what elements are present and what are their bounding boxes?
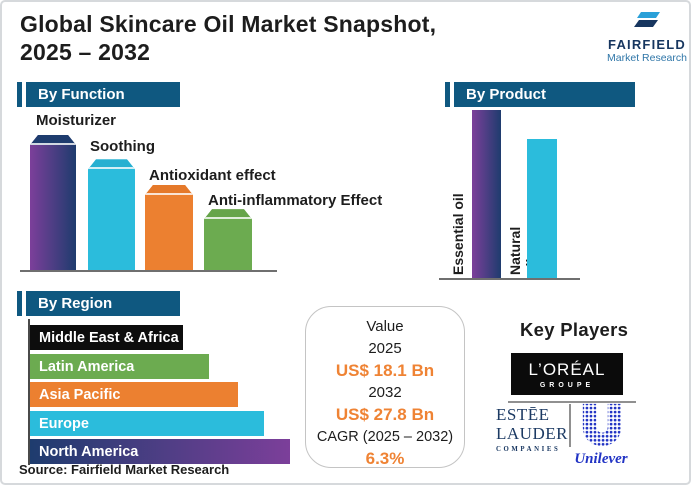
loreal-logo-name: L’ORÉAL xyxy=(528,359,606,379)
bar-essential-oil xyxy=(472,110,501,279)
section-header-by-function: By Function xyxy=(17,82,180,107)
page-title-line1: Global Skincare Oil Market Snapshot, xyxy=(20,11,437,37)
cagr-value: 6.3% xyxy=(365,449,405,468)
bar-label-moisturizer: Moisturizer xyxy=(36,112,117,129)
bar-cap xyxy=(145,185,193,195)
loreal-logo: L’ORÉAL GROUPE xyxy=(511,353,623,395)
estee-logo-line3: COMPANIES xyxy=(496,446,561,453)
bar-cap xyxy=(204,209,252,219)
bar-asia-pacific: Asia Pacific xyxy=(30,382,238,407)
fairfield-flag-icon xyxy=(632,12,662,35)
bar-label: Middle East & Africa xyxy=(39,329,179,346)
header-label: By Product xyxy=(454,82,635,107)
key-players-vertical-divider xyxy=(569,404,571,447)
bar-label: Asia Pacific xyxy=(39,386,121,403)
bar-label: North America xyxy=(39,443,139,460)
header-label: By Function xyxy=(26,82,180,107)
by-product-chart xyxy=(472,110,558,279)
market-value-box: Value 2025 US$ 18.1 Bn 2032 US$ 27.8 Bn … xyxy=(305,306,465,468)
bar-natural-oil xyxy=(527,138,557,279)
fairfield-logo: FAIRFIELD Market Research xyxy=(606,11,688,64)
key-players-horizontal-divider xyxy=(508,401,636,403)
bar-label-anti-inflammatory: Anti-inflammatory Effect xyxy=(208,192,383,209)
fairfield-logo-tagline: Market Research xyxy=(607,52,687,64)
bar-antioxidant xyxy=(145,185,193,270)
header-accent-bar xyxy=(17,82,22,107)
bar-label: Europe xyxy=(39,415,89,432)
header-accent-bar xyxy=(17,291,22,316)
by-function-chart xyxy=(30,135,256,270)
value-start: US$ 18.1 Bn xyxy=(335,361,435,380)
bar-label-soothing: Soothing xyxy=(90,138,155,155)
bar-soothing xyxy=(88,159,135,270)
bar-label-essential-oil: Essential oil xyxy=(450,193,466,275)
cagr-label: CAGR (2025 – 2032) xyxy=(316,429,454,445)
bar-north-america: North America xyxy=(30,439,290,464)
loreal-logo-sub: GROUPE xyxy=(539,381,595,389)
value-year-end: 2032 xyxy=(368,384,402,401)
header-label: By Region xyxy=(26,291,180,316)
by-function-axis-line xyxy=(20,270,277,272)
section-header-by-region: By Region xyxy=(17,291,180,316)
bar-moisturizer xyxy=(30,135,76,270)
unilever-monogram-icon xyxy=(577,402,627,453)
bar-label: Latin America xyxy=(39,358,135,375)
bar-cap xyxy=(88,159,135,169)
value-end: US$ 27.8 Bn xyxy=(335,405,435,424)
estee-lauder-logo: ESTĒE LAUDER COMPANIES xyxy=(496,405,568,453)
by-region-chart: Middle East & Africa Latin America Asia … xyxy=(30,324,290,465)
value-heading: Value xyxy=(366,318,404,335)
value-year-start: 2025 xyxy=(368,340,402,357)
page-title-line2: 2025 – 2032 xyxy=(20,39,151,65)
section-header-by-product: By Product xyxy=(445,82,635,107)
header-accent-bar xyxy=(445,82,450,107)
key-players-heading: Key Players xyxy=(520,319,629,340)
by-product-axis-line xyxy=(439,278,580,280)
bar-latin-america: Latin America xyxy=(30,354,210,379)
source-note: Source: Fairfield Market Research xyxy=(19,462,230,477)
by-region-axis-line xyxy=(28,319,30,465)
unilever-logo-name: Unilever xyxy=(574,451,628,467)
estee-logo-line1: ESTĒE xyxy=(496,405,550,424)
page-title: Global Skincare Oil Market Snapshot, 202… xyxy=(20,10,436,66)
bar-anti-inflammatory xyxy=(204,209,252,270)
bar-europe: Europe xyxy=(30,411,264,436)
bar-middle-east-africa: Middle East & Africa xyxy=(30,325,184,350)
fairfield-logo-name: FAIRFIELD xyxy=(608,37,686,52)
estee-logo-line2: LAUDER xyxy=(496,424,568,443)
bar-cap xyxy=(30,135,76,145)
bar-label-antioxidant: Antioxidant effect xyxy=(149,167,276,184)
